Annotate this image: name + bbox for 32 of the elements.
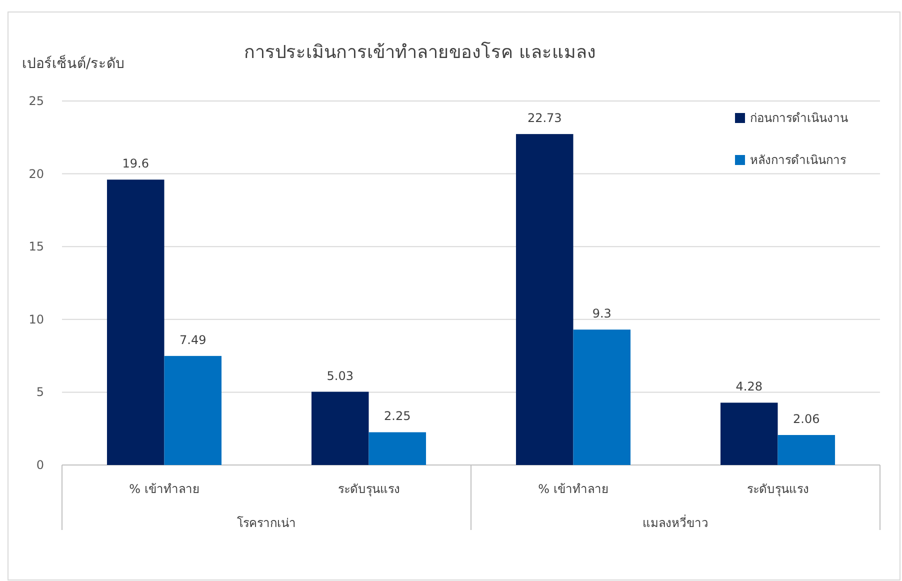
data-label: 5.03 xyxy=(326,368,354,383)
y-axis-title: เปอร์เซ็นต์/ระดับ xyxy=(22,54,125,72)
y-tick-label: 15 xyxy=(28,240,44,254)
data-label: 4.28 xyxy=(736,380,762,394)
x-tick-label: % เข้าทำลาย xyxy=(129,482,200,496)
text: แมลงหวี่ขาว xyxy=(642,514,708,530)
chart-title: การประเมินการเข้าทำลายของโรค และแมลง xyxy=(244,41,596,63)
y-tick-label: 25 xyxy=(28,94,44,108)
bar xyxy=(311,392,369,465)
x-tick-label: ระดับรุนแรง xyxy=(746,482,809,497)
x-tick-label: % เข้าทำลาย xyxy=(538,482,608,496)
legend-label: หลังการดำเนินการ xyxy=(750,153,847,167)
bar xyxy=(368,432,426,465)
data-label: 9.3 xyxy=(592,306,612,321)
data-label: 22.73 xyxy=(527,111,562,126)
y-tick-label: 5 xyxy=(36,385,44,400)
y-tick-label: 0 xyxy=(36,458,44,472)
data-label: 7.49 xyxy=(180,332,206,347)
bar xyxy=(778,435,836,465)
data-label: 19.6 xyxy=(122,156,149,171)
bar xyxy=(164,356,222,465)
bar xyxy=(573,330,631,465)
legend-label: ก่อนการดำเนินงาน xyxy=(750,111,848,125)
bar xyxy=(106,180,164,465)
data-label: 2.25 xyxy=(384,409,411,424)
bar xyxy=(720,402,778,465)
y-tick-label: 20 xyxy=(28,166,44,181)
text: โรครากเน่า xyxy=(237,516,296,530)
bar xyxy=(516,134,574,465)
x-tick-label: ระดับรุนแรง xyxy=(338,482,400,497)
y-tick-label: 10 xyxy=(28,312,44,326)
data-label: 2.06 xyxy=(793,412,820,426)
